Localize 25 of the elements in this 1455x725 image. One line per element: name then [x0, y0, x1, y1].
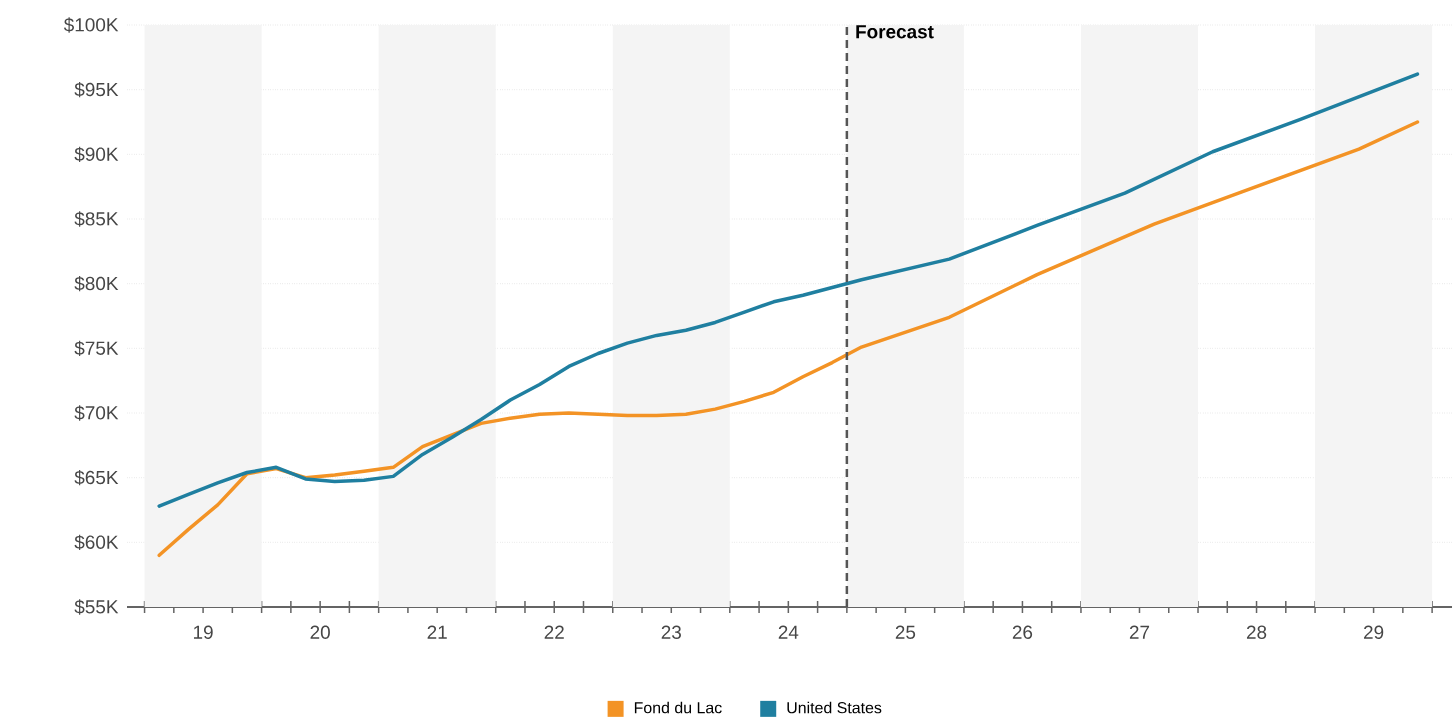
x-tick-label: 19 — [193, 625, 213, 639]
x-tick-label: 25 — [895, 625, 916, 639]
x-tick-label: 21 — [427, 625, 447, 639]
y-tick-label: $65K — [74, 470, 119, 486]
y-tick-label: $95K — [74, 82, 119, 98]
x-tick-label: 20 — [310, 625, 330, 639]
y-tick-label: $60K — [74, 534, 119, 550]
y-tick-label: $75K — [74, 340, 119, 356]
legend-label: Fond du Lac — [634, 701, 722, 714]
ref-line-label: Forecast — [856, 25, 934, 39]
legend-label: United States — [787, 701, 882, 714]
y-tick-label: $100K — [63, 17, 119, 33]
x-tick-label: 26 — [1012, 625, 1033, 639]
y-tick-label: $80K — [74, 276, 119, 292]
x-tick-label: 29 — [1364, 625, 1384, 639]
x-tick-label: 24 — [778, 625, 799, 639]
y-tick-label: $55K — [74, 599, 119, 615]
y-tick-label: $85K — [74, 211, 119, 227]
x-tick-label: 28 — [1246, 625, 1267, 639]
x-tick-label: 27 — [1129, 625, 1150, 639]
x-tick-label: 22 — [544, 625, 564, 639]
x-tick-label: 23 — [661, 625, 681, 639]
line-series — [157, 72, 1420, 508]
y-tick-label: $70K — [74, 405, 119, 421]
y-tick-label: $90K — [74, 146, 119, 162]
